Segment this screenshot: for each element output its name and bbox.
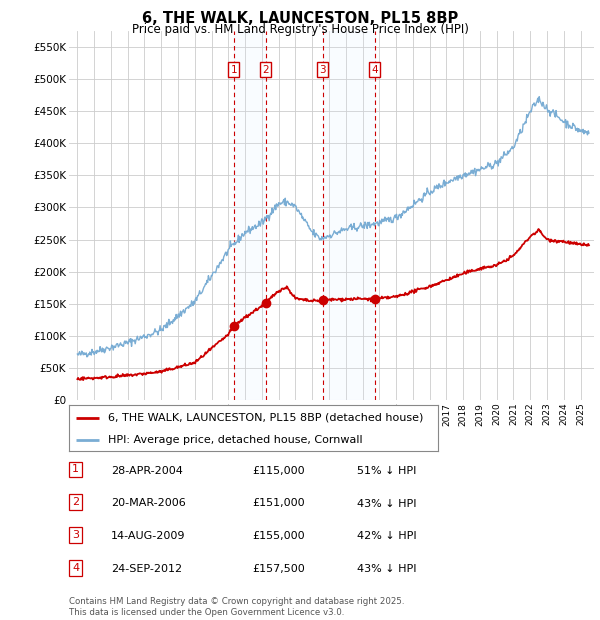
Text: 43% ↓ HPI: 43% ↓ HPI: [357, 564, 416, 574]
Text: 3: 3: [72, 530, 79, 540]
Text: £151,000: £151,000: [252, 498, 305, 508]
Text: 28-APR-2004: 28-APR-2004: [111, 466, 183, 476]
Text: 1: 1: [230, 64, 237, 75]
Text: 1: 1: [72, 464, 79, 474]
Text: 6, THE WALK, LAUNCESTON, PL15 8BP: 6, THE WALK, LAUNCESTON, PL15 8BP: [142, 11, 458, 26]
Text: Contains HM Land Registry data © Crown copyright and database right 2025.
This d: Contains HM Land Registry data © Crown c…: [69, 598, 404, 617]
Text: £157,500: £157,500: [252, 564, 305, 574]
Bar: [234, 31, 266, 400]
Text: 20-MAR-2006: 20-MAR-2006: [111, 498, 186, 508]
Text: 4: 4: [371, 64, 378, 75]
Text: 3: 3: [319, 64, 326, 75]
Text: 4: 4: [72, 563, 79, 573]
Text: Price paid vs. HM Land Registry's House Price Index (HPI): Price paid vs. HM Land Registry's House …: [131, 23, 469, 36]
Text: 43% ↓ HPI: 43% ↓ HPI: [357, 498, 416, 508]
Text: 24-SEP-2012: 24-SEP-2012: [111, 564, 182, 574]
Text: 2: 2: [262, 64, 269, 75]
Text: 2: 2: [72, 497, 79, 507]
Text: HPI: Average price, detached house, Cornwall: HPI: Average price, detached house, Corn…: [108, 435, 362, 445]
Text: 42% ↓ HPI: 42% ↓ HPI: [357, 531, 416, 541]
Text: 51% ↓ HPI: 51% ↓ HPI: [357, 466, 416, 476]
Text: £155,000: £155,000: [252, 531, 305, 541]
Text: 6, THE WALK, LAUNCESTON, PL15 8BP (detached house): 6, THE WALK, LAUNCESTON, PL15 8BP (detac…: [108, 413, 423, 423]
Text: 14-AUG-2009: 14-AUG-2009: [111, 531, 185, 541]
Bar: [323, 31, 375, 400]
Text: £115,000: £115,000: [252, 466, 305, 476]
